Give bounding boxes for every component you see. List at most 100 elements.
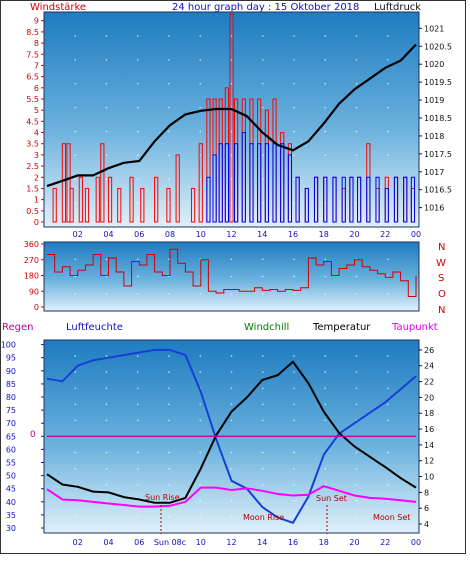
grid-dot	[293, 419, 295, 422]
grid-dot	[74, 58, 77, 61]
grid-dot	[199, 403, 202, 406]
header-title: 24 hour graph day : 15 Oktober 2018	[172, 2, 359, 13]
grid-dot	[355, 275, 358, 278]
grid-dot	[261, 178, 264, 181]
temperature-tick-label: 8	[424, 488, 429, 497]
grid-dot	[261, 35, 264, 37]
grid-dot	[168, 275, 170, 278]
grid-dot	[355, 371, 358, 373]
pressure-tick-label: 1017	[424, 168, 444, 177]
compass-s: S	[438, 273, 444, 284]
grid-dot	[136, 106, 139, 109]
grid-dot	[293, 292, 295, 295]
humidity-tick-label: 75	[6, 406, 16, 415]
grid-dot	[105, 451, 108, 454]
grid-dot	[136, 130, 139, 133]
grid-dot	[386, 130, 389, 133]
wind-tick-label: 5	[34, 106, 39, 115]
grid-dot	[105, 35, 108, 37]
grid-dot	[261, 467, 264, 470]
gust-bar	[357, 176, 362, 223]
pressure-tick-label: 1020.5	[424, 42, 452, 51]
grid-dot	[199, 178, 202, 181]
grid-dot	[355, 451, 358, 454]
grid-dot	[74, 467, 77, 470]
grid-dot	[199, 106, 202, 109]
grid-dot	[168, 451, 170, 454]
grid-dot	[136, 202, 139, 204]
x-tick-label: 20	[349, 230, 359, 239]
pressure-tick-label: 1019	[424, 96, 444, 105]
wind-tick-label: 3.5	[26, 140, 39, 149]
humidity-tick-label: 45	[6, 485, 16, 494]
grid-dot	[293, 403, 295, 406]
grid-dot	[293, 387, 295, 390]
grid-dot	[230, 483, 233, 486]
legend-temperatur: Temperatur	[312, 322, 371, 333]
grid-dot	[324, 516, 327, 518]
grid-dot	[199, 82, 202, 85]
grid-dot	[355, 82, 358, 85]
grid-dot	[355, 516, 358, 518]
direction-tick-label: 360	[24, 240, 39, 249]
temperature-tick-label: 10	[424, 473, 434, 482]
gust-bar	[375, 176, 380, 223]
grid-dot	[105, 355, 108, 357]
x-tick-label-bottom: 06	[134, 538, 144, 547]
wind-bar	[100, 143, 105, 223]
grid-dot	[105, 387, 108, 390]
grid-dot	[386, 258, 389, 261]
grid-dot	[355, 403, 358, 406]
x-tick-label: 18	[319, 230, 329, 239]
grid-dot	[293, 106, 295, 109]
grid-dot	[293, 35, 295, 37]
direction-tick-label: 0	[34, 303, 39, 312]
wind-bar	[107, 176, 113, 223]
wind-tick-label: 0	[34, 218, 39, 227]
grid-dot	[324, 82, 327, 85]
grid-dot	[199, 292, 202, 295]
grid-dot	[105, 130, 108, 133]
wind-bar	[140, 187, 145, 223]
grid-dot	[74, 35, 77, 37]
grid-dot	[386, 35, 389, 37]
pressure-tick-label: 1020	[424, 60, 444, 69]
grid-dot	[386, 419, 389, 422]
grid-dot	[230, 258, 233, 261]
temperature-tick-label: 12	[424, 457, 434, 466]
grid-dot	[230, 58, 233, 61]
grid-dot	[199, 419, 202, 422]
pressure-tick-label: 1021	[424, 24, 444, 33]
grid-dot	[105, 106, 108, 109]
wind-bar	[78, 176, 83, 223]
gust-bar	[280, 143, 285, 223]
grid-dot	[355, 130, 358, 133]
wind-bar	[66, 143, 71, 223]
grid-dot	[74, 275, 77, 278]
x-tick-label-bottom: 16	[288, 538, 298, 547]
grid-dot	[261, 371, 264, 373]
wind-tick-label: 6.5	[26, 73, 39, 82]
pressure-tick-label: 1016	[424, 204, 444, 213]
grid-dot	[74, 516, 77, 518]
grid-dot	[324, 130, 327, 133]
x-tick-label: 16	[288, 230, 298, 239]
grid-dot	[199, 355, 202, 357]
grid-dot	[293, 451, 295, 454]
wind-bar	[190, 187, 196, 223]
humidity-tick-label: 95	[6, 354, 16, 363]
grid-dot	[105, 202, 108, 204]
wind-tick-label: 2	[34, 173, 39, 182]
grid-dots	[74, 35, 389, 518]
grid-dot	[74, 387, 77, 390]
x-tick-label: 04	[103, 230, 113, 239]
grid-dot	[136, 35, 139, 37]
grid-dot	[293, 178, 295, 181]
grid-dot	[230, 403, 233, 406]
header-windstaerke: Windstärke	[30, 2, 86, 13]
grid-dot	[136, 403, 139, 406]
grid-dot	[355, 355, 358, 357]
gust-bar	[332, 176, 337, 223]
temperature-tick-label: 20	[424, 393, 434, 402]
grid-dot	[324, 275, 327, 278]
